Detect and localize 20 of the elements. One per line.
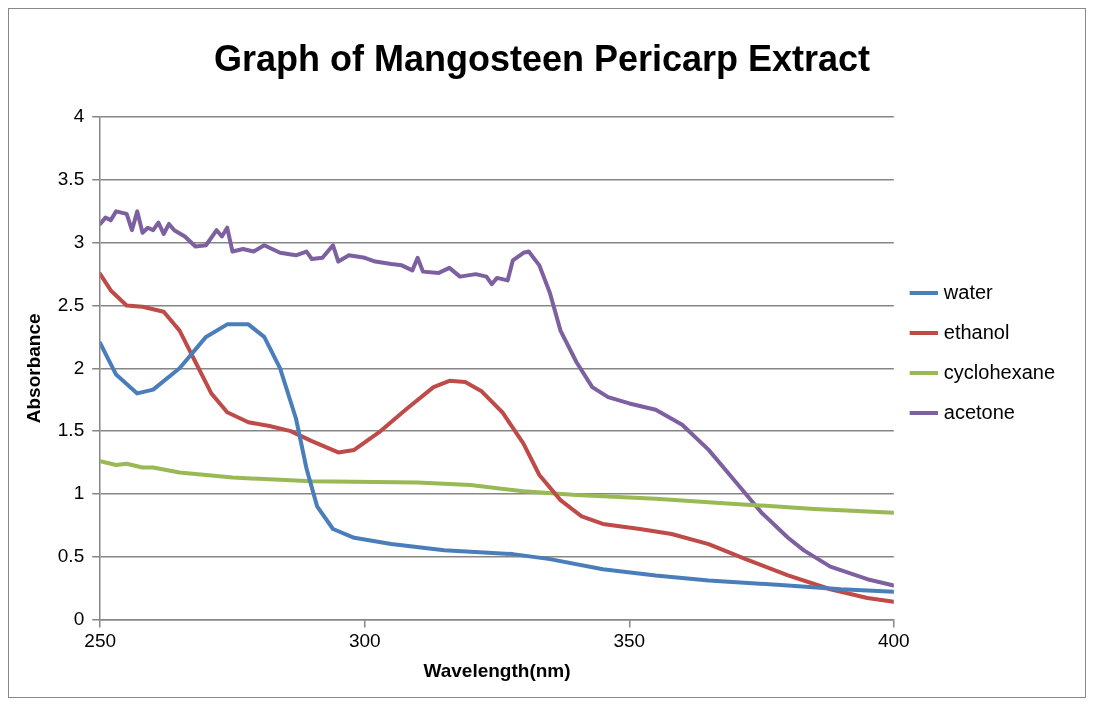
y-tick-label: 1.5 bbox=[57, 419, 85, 441]
legend-label: ethanol bbox=[943, 320, 1010, 343]
y-tick-label: 0 bbox=[73, 607, 85, 629]
x-tick-label: 300 bbox=[348, 630, 381, 652]
y-tick-label: 0.5 bbox=[57, 544, 85, 566]
x-tick-label: 250 bbox=[84, 630, 117, 652]
legend-label: cyclohexane bbox=[943, 360, 1056, 383]
chart-title: Graph of Mangosteen Pericarp Extract bbox=[213, 37, 871, 79]
y-tick-label: 1 bbox=[73, 482, 85, 504]
y-axis-title: Absorbance bbox=[22, 313, 44, 424]
y-tick-label: 2.5 bbox=[57, 293, 85, 315]
y-tick-label: 3 bbox=[73, 230, 85, 252]
legend-label: water bbox=[942, 280, 994, 303]
x-tick-label: 350 bbox=[613, 630, 646, 652]
x-tick-label: 400 bbox=[877, 630, 910, 652]
y-tick-label: 3.5 bbox=[57, 168, 85, 190]
x-axis-title: Wavelength(nm) bbox=[423, 659, 571, 681]
y-tick-label: 2 bbox=[73, 356, 85, 378]
y-tick-label: 4 bbox=[73, 105, 85, 127]
legend-label: acetone bbox=[943, 400, 1015, 423]
